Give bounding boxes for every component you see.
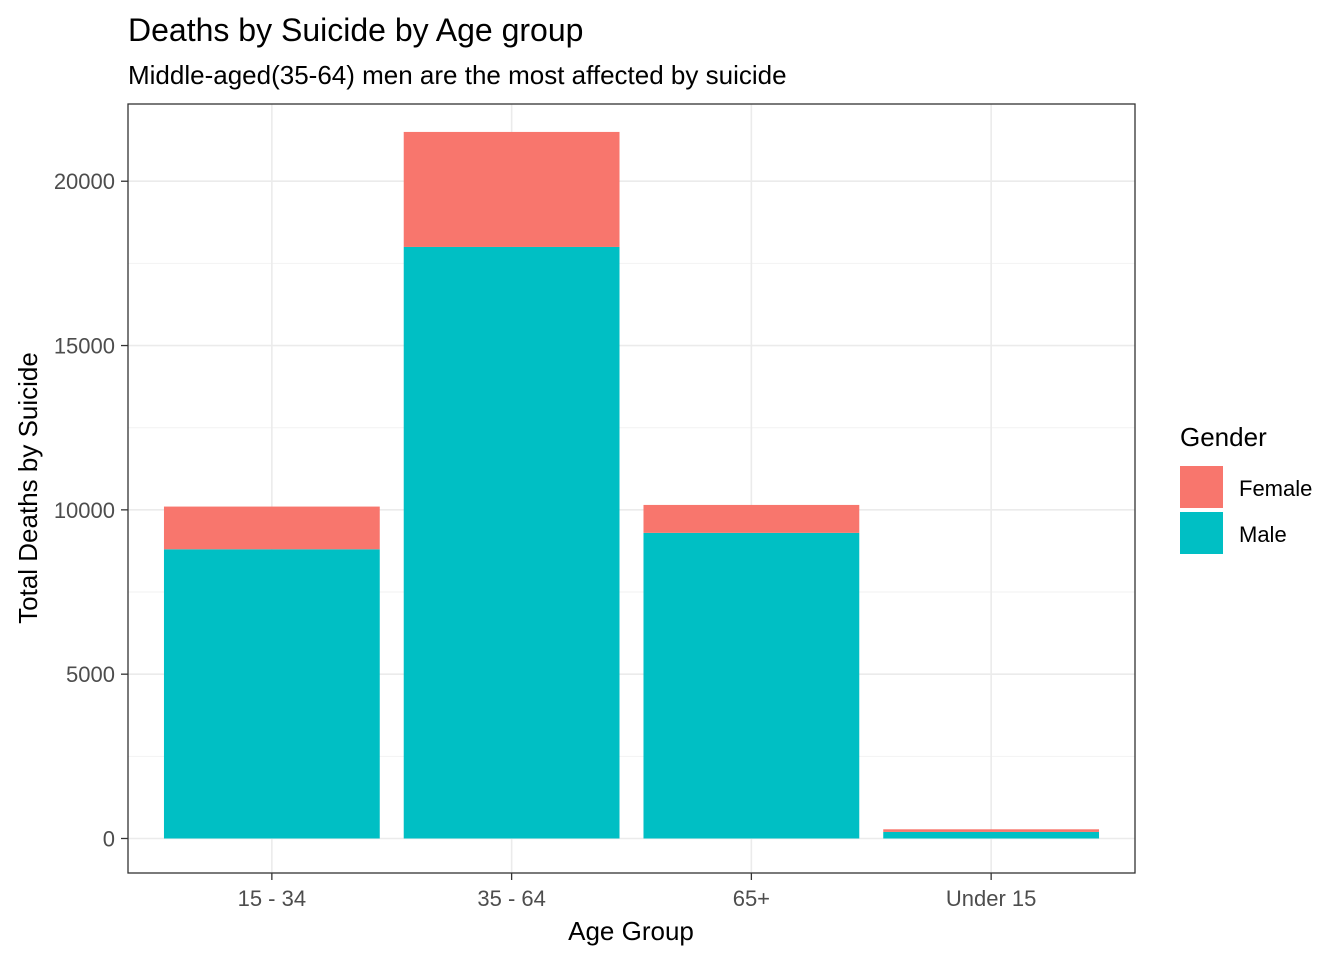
legend-swatch-male xyxy=(1180,512,1223,554)
bars xyxy=(163,131,1100,839)
y-tick-label: 15000 xyxy=(54,334,115,359)
bar-female-1 xyxy=(163,506,380,550)
chart-subtitle: Middle-aged(35-64) men are the most affe… xyxy=(128,60,787,90)
bar-male-1 xyxy=(163,549,380,839)
bar-male-2 xyxy=(403,246,620,839)
bar-male-3 xyxy=(643,532,860,839)
legend: Gender Female Male xyxy=(1180,422,1312,554)
bar-female-2 xyxy=(403,131,620,247)
x-tick-label: Under 15 xyxy=(946,886,1037,911)
x-tick-label: 35 - 64 xyxy=(477,886,546,911)
y-tick-label: 0 xyxy=(103,826,115,851)
legend-title: Gender xyxy=(1180,422,1267,452)
bar-male-4 xyxy=(883,831,1100,839)
x-axis-title: Age Group xyxy=(568,916,694,946)
chart-title: Deaths by Suicide by Age group xyxy=(128,12,583,48)
bar-female-3 xyxy=(643,504,860,533)
bar-female-4 xyxy=(883,829,1100,832)
axes: 0 5000 10000 15000 20000 15 - 34 35 - 64 65+ Und… xyxy=(54,169,1037,911)
y-tick-label: 10000 xyxy=(54,498,115,523)
legend-label-female: Female xyxy=(1239,476,1312,501)
legend-label-male: Male xyxy=(1239,522,1287,547)
y-axis-title: Total Deaths by Suicide xyxy=(13,352,43,624)
plot-panel-border xyxy=(127,103,1136,874)
x-tick-label: 15 - 34 xyxy=(238,886,307,911)
y-tick-label: 5000 xyxy=(66,662,115,687)
legend-swatch-female xyxy=(1180,466,1223,508)
x-tick-label: 65+ xyxy=(733,886,770,911)
y-tick-label: 20000 xyxy=(54,169,115,194)
